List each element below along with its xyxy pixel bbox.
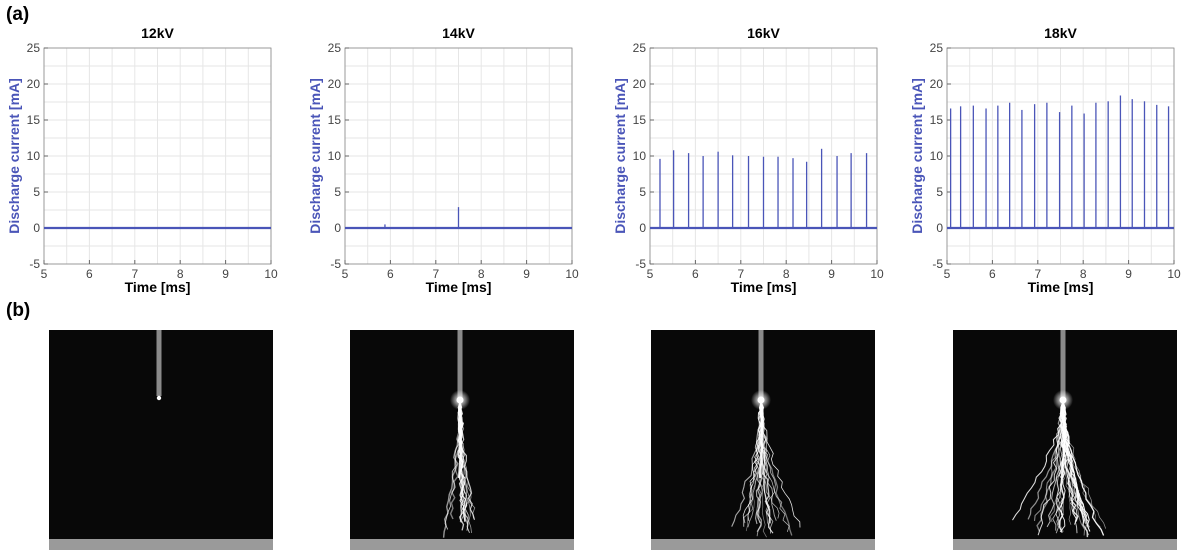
discharge-streamer bbox=[760, 401, 793, 536]
x-tick-label: 10 bbox=[870, 267, 884, 281]
x-tick-label: 8 bbox=[177, 267, 184, 281]
x-tick-label: 9 bbox=[222, 267, 229, 281]
chart-title: 14kV bbox=[442, 25, 475, 41]
x-tick-label: 8 bbox=[1080, 267, 1087, 281]
y-tick-label: 0 bbox=[936, 221, 943, 235]
panel-label-a: (a) bbox=[6, 4, 30, 25]
discharge-photo-12kv bbox=[49, 330, 273, 550]
x-tick-label: 6 bbox=[692, 267, 699, 281]
x-tick-label: 10 bbox=[264, 267, 278, 281]
y-tick-label: 10 bbox=[27, 149, 41, 163]
y-tick-label: 15 bbox=[27, 113, 41, 127]
x-tick-label: 9 bbox=[828, 267, 835, 281]
discharge-chart-16kv: 5 6 7 8 9 10 -5 0 5 10 15 20 25 16kV Time [ms] Discharg… bbox=[612, 25, 884, 295]
discharge-chart-12kv: 5 6 7 8 9 10 -5 0 5 10 15 20 25 12kV Time [ms] Discharg… bbox=[6, 25, 278, 295]
discharge-streamer bbox=[760, 401, 774, 534]
y-tick-label: 25 bbox=[328, 41, 342, 55]
needle-tip-spot bbox=[156, 395, 162, 401]
y-axis-title: Discharge current [mA] bbox=[6, 78, 22, 234]
x-axis-title: Time [ms] bbox=[1028, 279, 1094, 295]
y-tick-label: 20 bbox=[633, 77, 647, 91]
y-tick-label: 10 bbox=[633, 149, 647, 163]
x-tick-label: 10 bbox=[1167, 267, 1181, 281]
y-tick-label: 0 bbox=[334, 221, 341, 235]
discharge-streamer bbox=[758, 401, 777, 521]
x-tick-label: 5 bbox=[342, 267, 349, 281]
y-tick-label: 10 bbox=[328, 149, 342, 163]
x-tick-label: 8 bbox=[783, 267, 790, 281]
ground-electrode bbox=[651, 539, 875, 550]
y-tick-label: -5 bbox=[932, 257, 943, 271]
y-axis-title: Discharge current [mA] bbox=[307, 78, 323, 234]
x-tick-label: 5 bbox=[944, 267, 951, 281]
y-tick-label: 20 bbox=[328, 77, 342, 91]
y-tick-label: 20 bbox=[27, 77, 41, 91]
ground-electrode bbox=[49, 539, 273, 550]
x-tick-label: 7 bbox=[432, 267, 439, 281]
ground-electrode bbox=[953, 539, 1177, 550]
y-axis-title: Discharge current [mA] bbox=[612, 78, 628, 234]
y-tick-label: 25 bbox=[27, 41, 41, 55]
x-tick-label: 9 bbox=[523, 267, 530, 281]
x-axis-title: Time [ms] bbox=[426, 279, 492, 295]
discharge-chart-14kv: 5 6 7 8 9 10 -5 0 5 10 15 20 25 14kV Time [ms] Discharg… bbox=[307, 25, 579, 295]
discharge-streamer bbox=[457, 401, 465, 522]
x-tick-label: 5 bbox=[647, 267, 654, 281]
y-tick-label: -5 bbox=[330, 257, 341, 271]
y-tick-label: 0 bbox=[33, 221, 40, 235]
y-tick-label: -5 bbox=[29, 257, 40, 271]
y-tick-label: 15 bbox=[930, 113, 944, 127]
x-axis-title: Time [ms] bbox=[731, 279, 797, 295]
ground-electrode bbox=[350, 539, 574, 550]
needle-tip-spot bbox=[456, 396, 464, 404]
y-tick-label: 5 bbox=[936, 185, 943, 199]
y-tick-label: 15 bbox=[328, 113, 342, 127]
discharge-chart-18kv: 5 6 7 8 9 10 -5 0 5 10 15 20 25 18kV Time [ms] Discharg… bbox=[909, 25, 1181, 295]
y-axis-title: Discharge current [mA] bbox=[909, 78, 925, 234]
needle-tip-spot bbox=[1059, 396, 1067, 404]
x-tick-label: 6 bbox=[86, 267, 93, 281]
x-tick-label: 10 bbox=[565, 267, 579, 281]
x-tick-label: 6 bbox=[387, 267, 394, 281]
discharge-photo-14kv bbox=[350, 330, 574, 550]
panel-label-b: (b) bbox=[6, 300, 31, 321]
x-axis-title: Time [ms] bbox=[125, 279, 191, 295]
y-tick-label: 5 bbox=[334, 185, 341, 199]
chart-title: 16kV bbox=[747, 25, 780, 41]
y-tick-label: 25 bbox=[930, 41, 944, 55]
discharge-streamer bbox=[1027, 401, 1064, 520]
discharge-photo-18kv bbox=[953, 330, 1177, 550]
y-tick-label: 15 bbox=[633, 113, 647, 127]
discharge-streamer bbox=[1062, 401, 1077, 520]
y-tick-label: 5 bbox=[639, 185, 646, 199]
y-tick-label: 0 bbox=[639, 221, 646, 235]
needle-electrode bbox=[156, 330, 162, 396]
y-tick-label: 25 bbox=[633, 41, 647, 55]
discharge-streamer bbox=[1061, 401, 1072, 525]
x-tick-label: 8 bbox=[478, 267, 485, 281]
streamer-stem bbox=[1060, 399, 1066, 479]
x-tick-label: 6 bbox=[989, 267, 996, 281]
needle-tip-spot bbox=[757, 396, 765, 404]
discharge-streamer bbox=[745, 401, 762, 532]
discharge-photo-16kv bbox=[651, 330, 875, 550]
chart-title: 12kV bbox=[141, 25, 174, 41]
y-tick-label: 20 bbox=[930, 77, 944, 91]
x-tick-label: 5 bbox=[41, 267, 48, 281]
x-tick-label: 9 bbox=[1125, 267, 1132, 281]
x-tick-label: 7 bbox=[131, 267, 138, 281]
chart-title: 18kV bbox=[1044, 25, 1077, 41]
y-tick-label: 10 bbox=[930, 149, 944, 163]
x-tick-label: 7 bbox=[1034, 267, 1041, 281]
streamer-stem bbox=[758, 399, 764, 479]
streamer-stem bbox=[457, 399, 463, 479]
needle-electrode bbox=[1060, 330, 1066, 398]
discharge-streamer bbox=[1046, 401, 1065, 528]
needle-electrode bbox=[758, 330, 764, 398]
y-tick-label: 5 bbox=[33, 185, 40, 199]
y-tick-label: -5 bbox=[635, 257, 646, 271]
x-tick-label: 7 bbox=[737, 267, 744, 281]
needle-electrode bbox=[457, 330, 463, 398]
